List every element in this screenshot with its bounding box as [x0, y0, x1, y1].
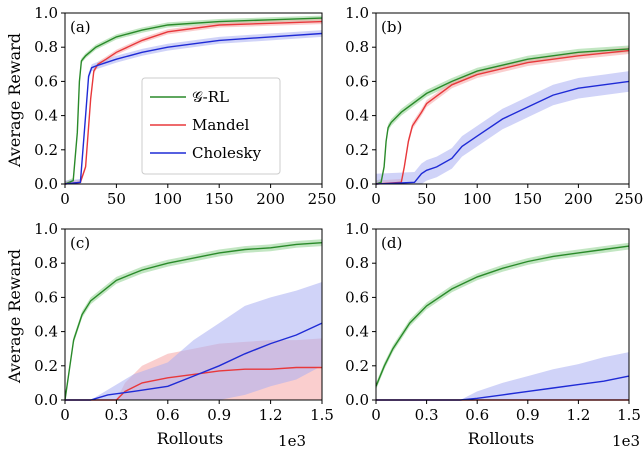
y-tick-label-b-5: 1.0 — [345, 4, 369, 22]
y-tick-label-d-0: 0.0 — [345, 391, 369, 409]
y-tick-label-c-4: 0.8 — [34, 254, 58, 272]
y-tick-label-b-0: 0.0 — [345, 175, 369, 193]
y-tick-label-c-0: 0.0 — [34, 391, 58, 409]
panel-b: 0 50 100 150 200 250 0.0 0.2 0.4 0.6 0.8 1.0 (b) — [345, 4, 643, 208]
x-tick-label-d-5: 1.5 — [617, 406, 641, 424]
y-tick-label-c-2: 0.4 — [34, 323, 58, 341]
y-tick-label-b-2: 0.4 — [345, 107, 369, 125]
y-tick-label-b-3: 0.6 — [345, 72, 369, 90]
y-tick-label-a-5: 1.0 — [34, 4, 58, 22]
plot-frame-a — [64, 12, 323, 185]
y-tick-label-a-3: 0.6 — [34, 72, 58, 90]
y-tick-label-a-4: 0.8 — [34, 38, 58, 56]
y-tick-label-a-1: 0.2 — [34, 141, 58, 159]
x-tick-label-c-3: 0.9 — [207, 406, 231, 424]
y-tick-label-a-0: 0.0 — [34, 175, 58, 193]
legend-label-mandel: Mandel — [192, 116, 249, 134]
y-tick-label-d-5: 1.0 — [345, 220, 369, 238]
series-line-cholesky-c — [65, 322, 323, 401]
x-tick-label-c-2: 0.6 — [156, 406, 180, 424]
panel-a: 0 50 100 150 200 250 0.0 0.2 0.4 0.6 0.8 1.0 (a) — [34, 4, 336, 208]
x-axis-title-left: Rollouts — [157, 429, 224, 448]
x-axis-scale-right: 1e3 — [612, 432, 640, 450]
x-axis-title-right: Rollouts — [468, 429, 535, 448]
band-cholesky-b — [376, 71, 629, 184]
series-line-cholesky-a — [64, 32, 323, 185]
panel-tag-a: (a) — [70, 18, 91, 36]
y-tick-label-c-5: 1.0 — [34, 220, 58, 238]
y-axis-title-top: Average Reward — [5, 33, 24, 168]
panel-tag-c: (c) — [70, 234, 90, 252]
x-tick-label-a-4: 200 — [256, 190, 285, 208]
y-tick-label-d-3: 0.6 — [345, 288, 369, 306]
band-cholesky-c — [65, 282, 322, 400]
x-tick-label-a-0: 0 — [60, 190, 70, 208]
x-tick-label-b-4: 200 — [564, 190, 593, 208]
legend: 𝒢-RL Mandel Cholesky — [141, 77, 281, 175]
x-tick-label-d-2: 0.6 — [465, 406, 489, 424]
x-tick-label-c-1: 0.3 — [104, 406, 128, 424]
panel-tag-b: (b) — [381, 18, 402, 36]
series-line-mandel-c — [65, 366, 322, 401]
x-tick-label-c-0: 0 — [60, 406, 70, 424]
x-tick-label-d-0: 0 — [371, 406, 381, 424]
legend-label-grl: 𝒢-RL — [192, 88, 229, 106]
x-tick-label-b-0: 0 — [371, 190, 381, 208]
y-axis-title-bottom: Average Reward — [5, 249, 24, 384]
y-tick-label-d-1: 0.2 — [345, 357, 369, 375]
x-tick-label-b-5: 250 — [615, 190, 644, 208]
series-line-rl-d — [375, 245, 630, 387]
x-tick-label-b-2: 100 — [463, 190, 492, 208]
y-tick-label-c-1: 0.2 — [34, 357, 58, 375]
series-line-cholesky-d — [376, 375, 630, 401]
y-tick-label-c-3: 0.6 — [34, 288, 58, 306]
y-tick-label-d-2: 0.4 — [345, 323, 369, 341]
y-tick-label-d-4: 0.8 — [345, 254, 369, 272]
x-tick-label-a-3: 150 — [205, 190, 234, 208]
plot-frame-d — [375, 228, 630, 401]
legend-box — [141, 77, 281, 175]
x-axis-scale-left: 1e3 — [278, 432, 306, 450]
y-tick-label-b-4: 0.8 — [345, 38, 369, 56]
x-tick-label-b-1: 50 — [417, 190, 436, 208]
series-line-rl-a — [64, 17, 323, 185]
x-tick-label-a-1: 50 — [107, 190, 126, 208]
y-tick-label-a-2: 0.4 — [34, 107, 58, 125]
x-tick-label-c-4: 1.2 — [259, 406, 283, 424]
x-tick-label-d-1: 0.3 — [415, 406, 439, 424]
x-tick-label-c-5: 1.5 — [310, 406, 334, 424]
panel-tag-d: (d) — [381, 234, 402, 252]
plot-frame-c — [64, 228, 323, 401]
x-tick-label-d-4: 1.2 — [566, 406, 590, 424]
x-tick-label-a-2: 100 — [153, 190, 182, 208]
panel-d: 0 0.3 0.6 0.9 1.2 1.5 0.0 0.2 0.4 0.6 0.8 1.0 (d) — [345, 220, 641, 424]
x-tick-label-d-3: 0.9 — [516, 406, 540, 424]
panel-c: 0 0.3 0.6 0.9 1.2 1.5 0.0 0.2 0.4 0.6 0.8 1.0 (c) — [34, 220, 334, 424]
series-line-mandel-a — [64, 20, 323, 185]
series-line-mandel-b — [375, 49, 630, 185]
x-tick-label-b-3: 150 — [513, 190, 542, 208]
y-tick-label-b-1: 0.2 — [345, 141, 369, 159]
plot-frame-b — [375, 12, 630, 185]
legend-label-cholesky: Cholesky — [192, 144, 262, 162]
series-line-cholesky-b — [375, 80, 630, 185]
series-line-rl-c — [64, 242, 323, 401]
x-tick-label-a-5: 250 — [308, 190, 337, 208]
series-line-rl-b — [375, 48, 630, 185]
band-cholesky-d — [376, 352, 629, 400]
